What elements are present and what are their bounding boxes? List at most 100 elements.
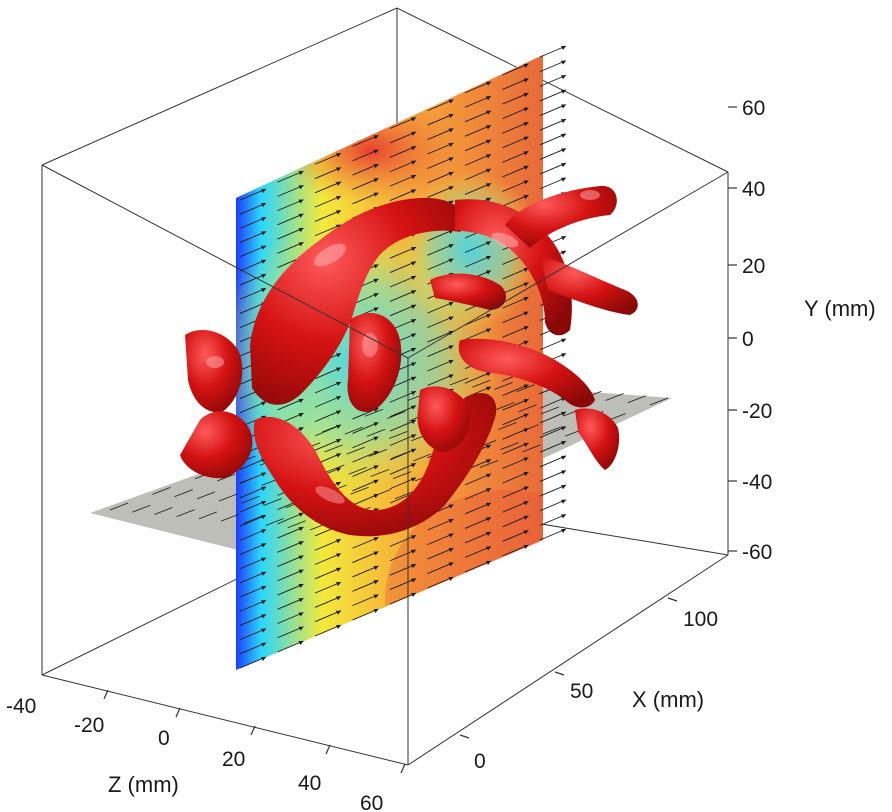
- velocity-arrowhead: [261, 472, 266, 477]
- velocity-arrowhead: [523, 442, 529, 447]
- velocity-arrowhead: [373, 135, 379, 140]
- velocity-arrow: [389, 578, 417, 591]
- velocity-arrow: [352, 149, 379, 162]
- velocity-arrow: [239, 642, 267, 655]
- velocity-arrowhead: [336, 353, 341, 358]
- velocity-arrow: [502, 194, 529, 207]
- velocity-arrow: [239, 500, 267, 513]
- velocity-arrow: [277, 612, 304, 624]
- velocity-arrowhead: [486, 459, 491, 464]
- velocity-arrow: [539, 484, 567, 497]
- velocity-arrow: [539, 470, 567, 482]
- velocity-arrow: [239, 188, 267, 201]
- velocity-arrow: [464, 546, 492, 558]
- velocity-arrow: [502, 325, 529, 338]
- velocity-arrow: [277, 626, 304, 639]
- velocity-arrowhead: [448, 504, 454, 509]
- velocity-arrow: [464, 560, 492, 573]
- velocity-arrow: [314, 210, 342, 222]
- velocity-arrowhead: [486, 546, 491, 551]
- velocity-arrowhead: [486, 270, 491, 275]
- velocity-arrow: [502, 311, 529, 324]
- velocity-arrowhead: [486, 561, 491, 565]
- velocity-arrow: [314, 581, 342, 594]
- velocity-arrowhead: [298, 398, 304, 403]
- velocity-arrow: [539, 177, 567, 190]
- velocity-arrow: [539, 426, 567, 438]
- velocity-arrowhead: [298, 612, 304, 617]
- z-tick-mark: [103, 689, 109, 700]
- velocity-arrowhead: [373, 551, 379, 556]
- velocity-arrowhead: [373, 565, 379, 570]
- velocity-arrow: [539, 133, 567, 146]
- velocity-arrowhead: [411, 304, 416, 309]
- y-tick-label: 40: [742, 178, 765, 201]
- velocity-arrowhead: [448, 533, 454, 538]
- velocity-arrow: [464, 241, 492, 253]
- velocity-arrowhead: [486, 110, 491, 115]
- velocity-arrowhead: [411, 290, 416, 295]
- velocity-arrow: [427, 142, 454, 155]
- velocity-arrow: [502, 471, 529, 484]
- velocity-arrow: [239, 401, 267, 414]
- velocity-arrow: [314, 224, 342, 237]
- velocity-arrowhead: [448, 548, 454, 553]
- velocity-arrow: [239, 528, 267, 541]
- velocity-arrowhead: [561, 236, 566, 241]
- velocity-arrow: [243, 515, 262, 524]
- velocity-arrowhead: [561, 441, 566, 446]
- velocity-arrowhead: [561, 89, 566, 94]
- velocity-arrowhead: [261, 614, 266, 619]
- velocity-arrowhead: [523, 413, 529, 418]
- velocity-arrow: [239, 287, 267, 300]
- velocity-arrow: [352, 479, 379, 492]
- velocity-arrow: [502, 530, 529, 542]
- velocity-arrow: [502, 515, 529, 528]
- velocity-arrow: [287, 520, 306, 529]
- velocity-arrowhead: [336, 367, 341, 372]
- velocity-arrowhead: [448, 562, 454, 567]
- velocity-arrowhead: [261, 189, 266, 193]
- velocity-arrow: [263, 498, 282, 506]
- x-tick-label: 50: [570, 680, 593, 703]
- velocity-arrow: [239, 656, 267, 669]
- velocity-arrow: [389, 419, 417, 432]
- velocity-arrow: [176, 509, 195, 518]
- velocity-arrowhead: [411, 348, 416, 353]
- velocity-arrowhead: [486, 125, 491, 130]
- velocity-arrow: [239, 628, 267, 641]
- velocity-arrowhead: [373, 451, 379, 456]
- velocity-arrowhead: [523, 165, 529, 170]
- velocity-arrowhead: [298, 527, 304, 532]
- velocity-arrow: [368, 449, 388, 457]
- velocity-arrowhead: [411, 434, 416, 439]
- velocity-arrowhead: [448, 519, 454, 524]
- z-tick-mark: [175, 707, 181, 718]
- velocity-arrow: [389, 549, 417, 562]
- velocity-arrowhead: [261, 628, 266, 633]
- velocity-arrow: [389, 304, 417, 317]
- velocity-arrowhead: [448, 258, 454, 263]
- velocity-arrow: [196, 491, 216, 500]
- velocity-arrowhead: [523, 267, 529, 272]
- velocity-arrow: [241, 495, 260, 504]
- velocity-arrow: [352, 134, 379, 147]
- velocity-arrowhead: [561, 250, 566, 255]
- velocity-arrow: [352, 163, 379, 176]
- velocity-arrow: [502, 413, 529, 426]
- velocity-arrowhead: [298, 199, 304, 204]
- velocity-arrowhead: [411, 189, 416, 194]
- velocity-arrow: [277, 569, 304, 582]
- velocity-arrowhead: [261, 529, 266, 534]
- velocity-arrowhead: [411, 593, 416, 597]
- velocity-arrowhead: [486, 328, 491, 333]
- velocity-arrow: [389, 131, 417, 144]
- velocity-arrow: [464, 168, 492, 181]
- velocity-arrow: [364, 408, 384, 417]
- velocity-arrowhead: [298, 641, 304, 645]
- velocity-arrowhead: [261, 486, 266, 491]
- z-tick-label: 40: [298, 772, 321, 795]
- velocity-arrow: [518, 404, 537, 413]
- velocity-arrowhead: [523, 501, 529, 506]
- velocity-arrowhead: [486, 168, 491, 173]
